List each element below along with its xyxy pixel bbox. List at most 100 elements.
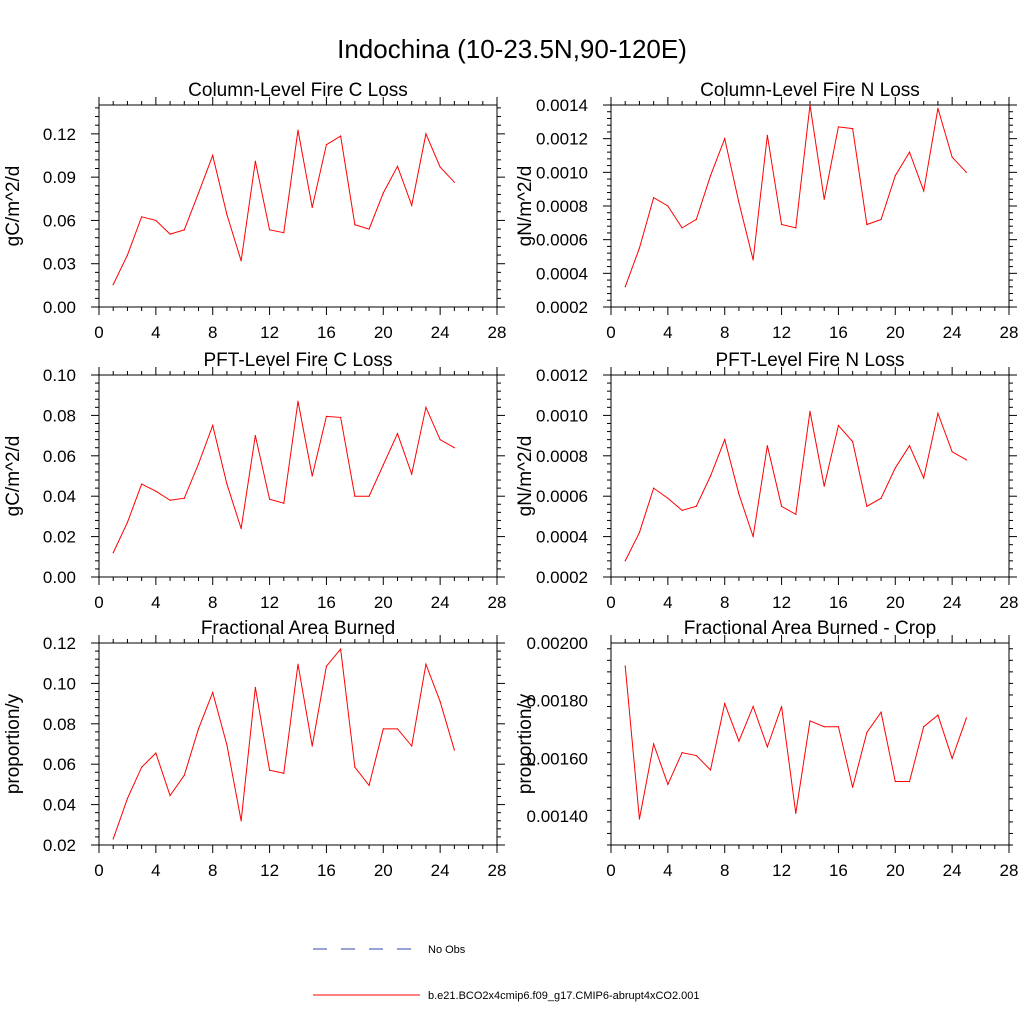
data-point: [453, 181, 455, 183]
panel-title: PFT-Level Fire N Loss: [716, 350, 905, 371]
x-tick-label: 20: [886, 593, 905, 612]
y-tick-label: 0.0010: [536, 406, 588, 425]
data-point: [752, 705, 754, 708]
data-point: [439, 700, 441, 703]
y-tick-label: 0.00200: [527, 634, 588, 653]
y-tick-label: 0.10: [43, 366, 76, 385]
data-point: [624, 286, 626, 288]
data-point: [183, 497, 185, 499]
x-tick-label: 16: [317, 323, 336, 342]
y-tick-label: 0.00: [43, 568, 76, 587]
y-tick-label: 0.00140: [527, 807, 588, 826]
y-tick-label: 0.0004: [536, 528, 588, 547]
x-tick-label: 12: [260, 861, 279, 880]
y-tick-label: 0.04: [43, 796, 76, 815]
data-point: [823, 485, 825, 487]
data-point: [908, 151, 911, 153]
data-point: [866, 505, 868, 507]
data-point: [923, 477, 925, 479]
chart-panel-6: Fractional Area Burned - Crop proportion/…: [515, 618, 1018, 880]
data-point: [894, 467, 896, 469]
x-tick-label: 4: [663, 593, 672, 612]
data-point: [382, 192, 384, 194]
data-point: [681, 227, 683, 229]
y-tick-label: 0.00180: [527, 692, 588, 711]
y-tick-label: 0.06: [43, 447, 76, 466]
data-point: [169, 499, 171, 501]
data-point: [681, 509, 683, 511]
x-tick-label: 4: [151, 593, 160, 612]
y-tick-label: 0.0002: [536, 568, 588, 587]
x-tick-label: 4: [663, 323, 672, 342]
data-point: [325, 144, 328, 146]
data-point: [254, 686, 256, 689]
legend-obs-label: No Obs: [428, 944, 466, 956]
chart-panel-1: Column-Level Fire C Loss gC/m^2/d 0 4 8 12 16 2…: [3, 80, 506, 342]
data-point: [126, 797, 129, 800]
x-tick-label: 20: [374, 861, 393, 880]
y-axis-label: proportion/y: [3, 693, 24, 794]
chart-panel-2: Column-Level Fire N Loss gN/m^2/d 0 4 8 12 16 2…: [515, 80, 1018, 342]
x-tick-label: 24: [431, 323, 450, 342]
x-tick-label: 28: [488, 861, 507, 880]
x-tick-label: 24: [431, 593, 450, 612]
y-tick-label: 0.0014: [536, 96, 588, 115]
x-tick-label: 20: [374, 323, 393, 342]
y-tick-label: 0.00: [43, 298, 76, 317]
x-tick-label: 20: [886, 323, 905, 342]
x-tick-label: 20: [374, 593, 393, 612]
data-point: [212, 691, 214, 694]
data-point: [254, 160, 256, 162]
data-point: [155, 490, 157, 492]
data-point: [724, 703, 726, 705]
data-point: [923, 726, 925, 728]
x-tick-label: 28: [488, 593, 507, 612]
data-point: [354, 224, 356, 226]
data-point: [340, 416, 342, 419]
data-point: [340, 648, 342, 650]
data-point: [965, 459, 967, 461]
data-point: [638, 818, 641, 820]
data-point: [809, 104, 811, 106]
data-point: [411, 204, 413, 206]
data-point: [155, 752, 157, 754]
x-tick-label: 28: [1000, 861, 1019, 880]
y-tick-label: 0.0006: [536, 231, 588, 250]
data-point: [681, 752, 683, 754]
data-point: [141, 216, 143, 218]
x-tick-label: 28: [1000, 323, 1019, 342]
y-tick-label: 0.02: [43, 528, 76, 547]
x-tick-label: 8: [208, 593, 217, 612]
data-point: [923, 190, 925, 192]
y-tick-label: 0.0010: [536, 163, 588, 182]
data-point: [653, 743, 655, 745]
y-tick-label: 0.06: [43, 755, 76, 774]
data-point: [709, 175, 712, 177]
data-point: [766, 134, 768, 136]
data-point: [212, 154, 214, 157]
x-tick-label: 12: [772, 861, 791, 880]
data-point: [169, 794, 171, 797]
data-point: [837, 126, 840, 128]
data-point: [780, 705, 783, 708]
data-point: [453, 447, 455, 449]
x-tick-label: 12: [260, 593, 279, 612]
x-tick-label: 0: [94, 323, 103, 342]
y-axis-label: proportion/y: [515, 693, 536, 794]
data-point: [268, 229, 271, 231]
data-point: [439, 439, 441, 441]
x-tick-label: 20: [886, 861, 905, 880]
data-point: [297, 663, 299, 665]
x-tick-label: 16: [829, 323, 848, 342]
x-tick-label: 0: [606, 323, 615, 342]
data-point: [695, 754, 697, 757]
data-point: [112, 838, 114, 840]
x-tick-label: 4: [663, 861, 672, 880]
x-tick-label: 4: [151, 861, 160, 880]
data-point: [411, 473, 413, 475]
x-tick-label: 16: [317, 861, 336, 880]
data-point: [112, 552, 114, 554]
data-point: [425, 406, 427, 408]
chart-panels: Column-Level Fire C Loss gC/m^2/d 0 4 8 12 16 2…: [3, 80, 1018, 880]
chart-panel-4: PFT-Level Fire N Loss gN/m^2/d 0 4 8 12 16 20 24…: [515, 350, 1018, 612]
